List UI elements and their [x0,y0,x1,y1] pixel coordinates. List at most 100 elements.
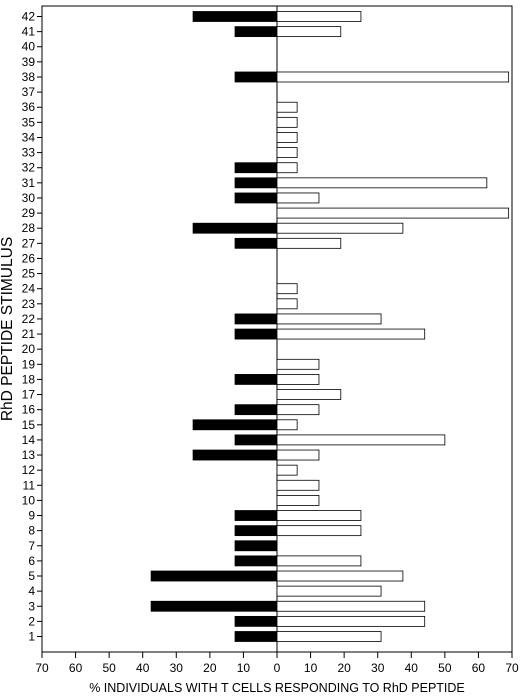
x-ticks-group: 70 60 50 40 30 20 10 0 10 20 30 40 50 60 70 [35,652,519,675]
bar-right [276,147,298,158]
x-tick-label: 30 [371,661,385,675]
bar-right [276,101,298,113]
y-tick-label: 13 [22,448,36,462]
y-tick-label: 19 [22,357,36,371]
bar-right [276,358,320,370]
bar-right [276,600,426,612]
bar-right [276,328,426,340]
x-axis-title: % INDIVIDUALS WITH T CELLS RESPONDING TO… [89,681,465,695]
bar-right [276,298,298,310]
x-tick-label: 0 [274,661,281,675]
bar-right [276,207,510,219]
y-tick-label: 39 [22,55,36,69]
y-tick-label: 8 [28,524,35,538]
y-tick-label: 34 [22,130,36,144]
x-tick-label: 50 [438,661,452,675]
bar-left [150,570,278,582]
bar-left [234,434,278,446]
bar-right [276,449,320,461]
bar-right [276,237,342,249]
bar-left [234,162,278,174]
bar-right [276,464,298,476]
x-tick-label: 40 [136,661,150,675]
bar-right [276,525,362,537]
bar-left [234,374,278,385]
y-tick-label: 26 [22,251,36,265]
bar-left [192,449,278,461]
x-tick-label: 60 [472,661,486,675]
bar-left [234,525,278,537]
bars-group [150,11,510,642]
bar-right [276,585,382,597]
bar-left [234,631,278,642]
y-tick-label: 33 [22,146,36,160]
bar-left [234,26,278,38]
y-tick-label: 40 [22,40,36,54]
bar-right [276,132,298,143]
x-tick-label: 10 [304,661,318,675]
y-tick-label: 21 [22,327,36,341]
x-tick-label: 70 [505,661,519,675]
y-tick-label: 12 [22,463,36,477]
bar-right [276,479,320,491]
x-tick-label: 60 [69,661,83,675]
bar-right [276,222,404,234]
bar-left [192,419,278,431]
bar-left [234,510,278,521]
y-tick-label: 9 [28,509,35,523]
bar-left [150,600,278,612]
bar-right [276,11,362,22]
y-tick-label: 32 [22,161,36,175]
y-tick-label: 24 [22,282,36,296]
bar-left [192,11,278,22]
y-tick-label: 4 [28,584,35,598]
bar-left [234,192,278,204]
y-tick-label: 28 [22,221,36,235]
y-tick-label: 2 [28,614,35,628]
y-ticks-group: 1234567891011121314151617181920212223242… [22,10,42,644]
y-tick-label: 31 [22,176,36,190]
bar-right [276,419,298,431]
bar-left [234,540,278,552]
y-tick-label: 35 [22,115,36,129]
bar-right [276,404,320,416]
bar-right [276,313,382,325]
bar-left [234,177,278,189]
y-tick-label: 10 [22,493,36,507]
x-tick-label: 10 [237,661,251,675]
bar-left [234,404,278,416]
y-tick-label: 41 [22,25,36,39]
bar-right [276,631,382,642]
x-tick-label: 20 [337,661,351,675]
y-tick-label: 18 [22,372,36,386]
bar-right [276,495,320,506]
bar-right [276,510,362,521]
y-tick-label: 20 [22,342,36,356]
y-tick-label: 27 [22,236,36,250]
y-tick-label: 25 [22,267,36,281]
bar-right [276,71,510,83]
y-tick-label: 22 [22,312,36,326]
bar-right [276,615,426,627]
y-tick-label: 29 [22,206,36,220]
y-tick-label: 17 [22,388,36,402]
x-tick-label: 20 [203,661,217,675]
bar-left [234,313,278,325]
bar-left [234,237,278,249]
y-tick-label: 23 [22,297,36,311]
y-tick-label: 7 [28,539,35,553]
bar-right [276,555,362,567]
y-tick-label: 5 [28,569,35,583]
y-tick-label: 11 [23,478,36,492]
bar-right [276,162,298,174]
bar-right [276,389,342,400]
bar-left [234,328,278,340]
y-tick-label: 42 [22,10,36,24]
y-tick-label: 30 [22,191,36,205]
bar-right [276,192,320,204]
bar-right [276,434,446,446]
bar-right [276,116,298,128]
y-tick-label: 1 [28,630,35,644]
x-tick-label: 50 [102,661,116,675]
